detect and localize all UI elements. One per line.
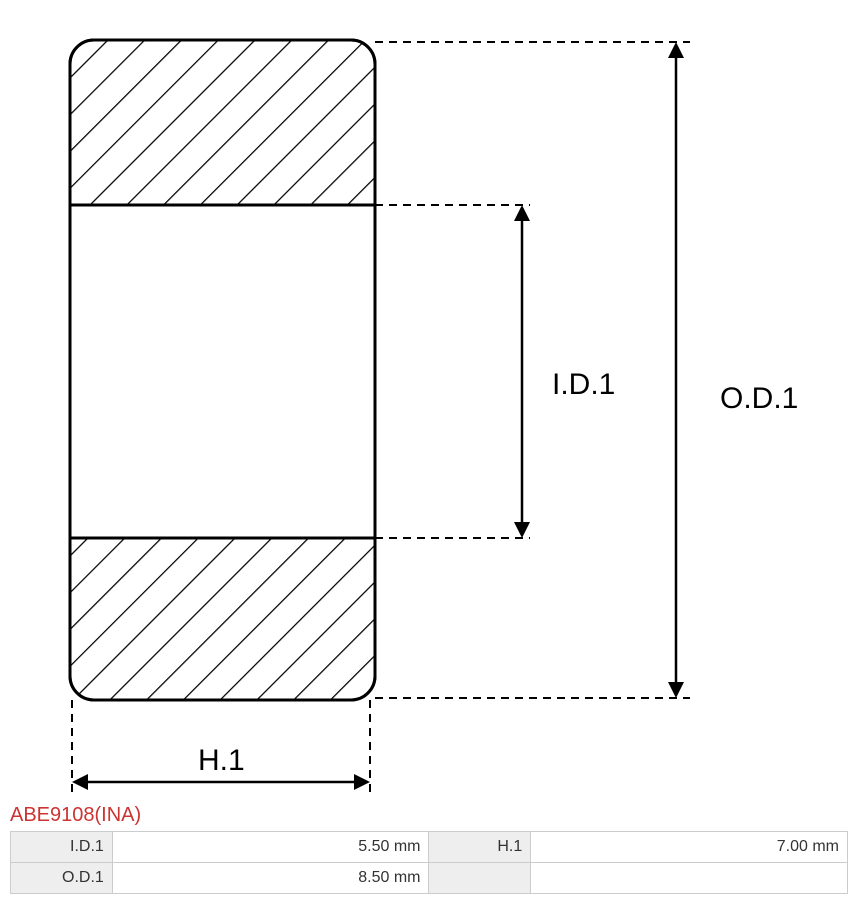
dim-value bbox=[531, 863, 848, 894]
svg-text:O.D.1: O.D.1 bbox=[720, 382, 798, 415]
diagram-svg: O.D.1 I.D.1 H.1 bbox=[0, 0, 848, 800]
dim-value: 7.00 mm bbox=[531, 832, 848, 863]
table-row: I.D.1 5.50 mm H.1 7.00 mm bbox=[11, 832, 848, 863]
dim-value: 8.50 mm bbox=[112, 863, 429, 894]
svg-text:H.1: H.1 bbox=[198, 744, 245, 777]
dim-label bbox=[429, 863, 531, 894]
dim-label: O.D.1 bbox=[11, 863, 113, 894]
dim-value: 5.50 mm bbox=[112, 832, 429, 863]
dim-label: I.D.1 bbox=[11, 832, 113, 863]
dim-label: H.1 bbox=[429, 832, 531, 863]
svg-text:I.D.1: I.D.1 bbox=[552, 368, 615, 401]
bushing-diagram: O.D.1 I.D.1 H.1 bbox=[0, 0, 848, 800]
table-row: O.D.1 8.50 mm bbox=[11, 863, 848, 894]
dimensions-table: I.D.1 5.50 mm H.1 7.00 mm O.D.1 8.50 mm bbox=[10, 831, 848, 894]
product-title: ABE9108(INA) bbox=[0, 800, 848, 831]
